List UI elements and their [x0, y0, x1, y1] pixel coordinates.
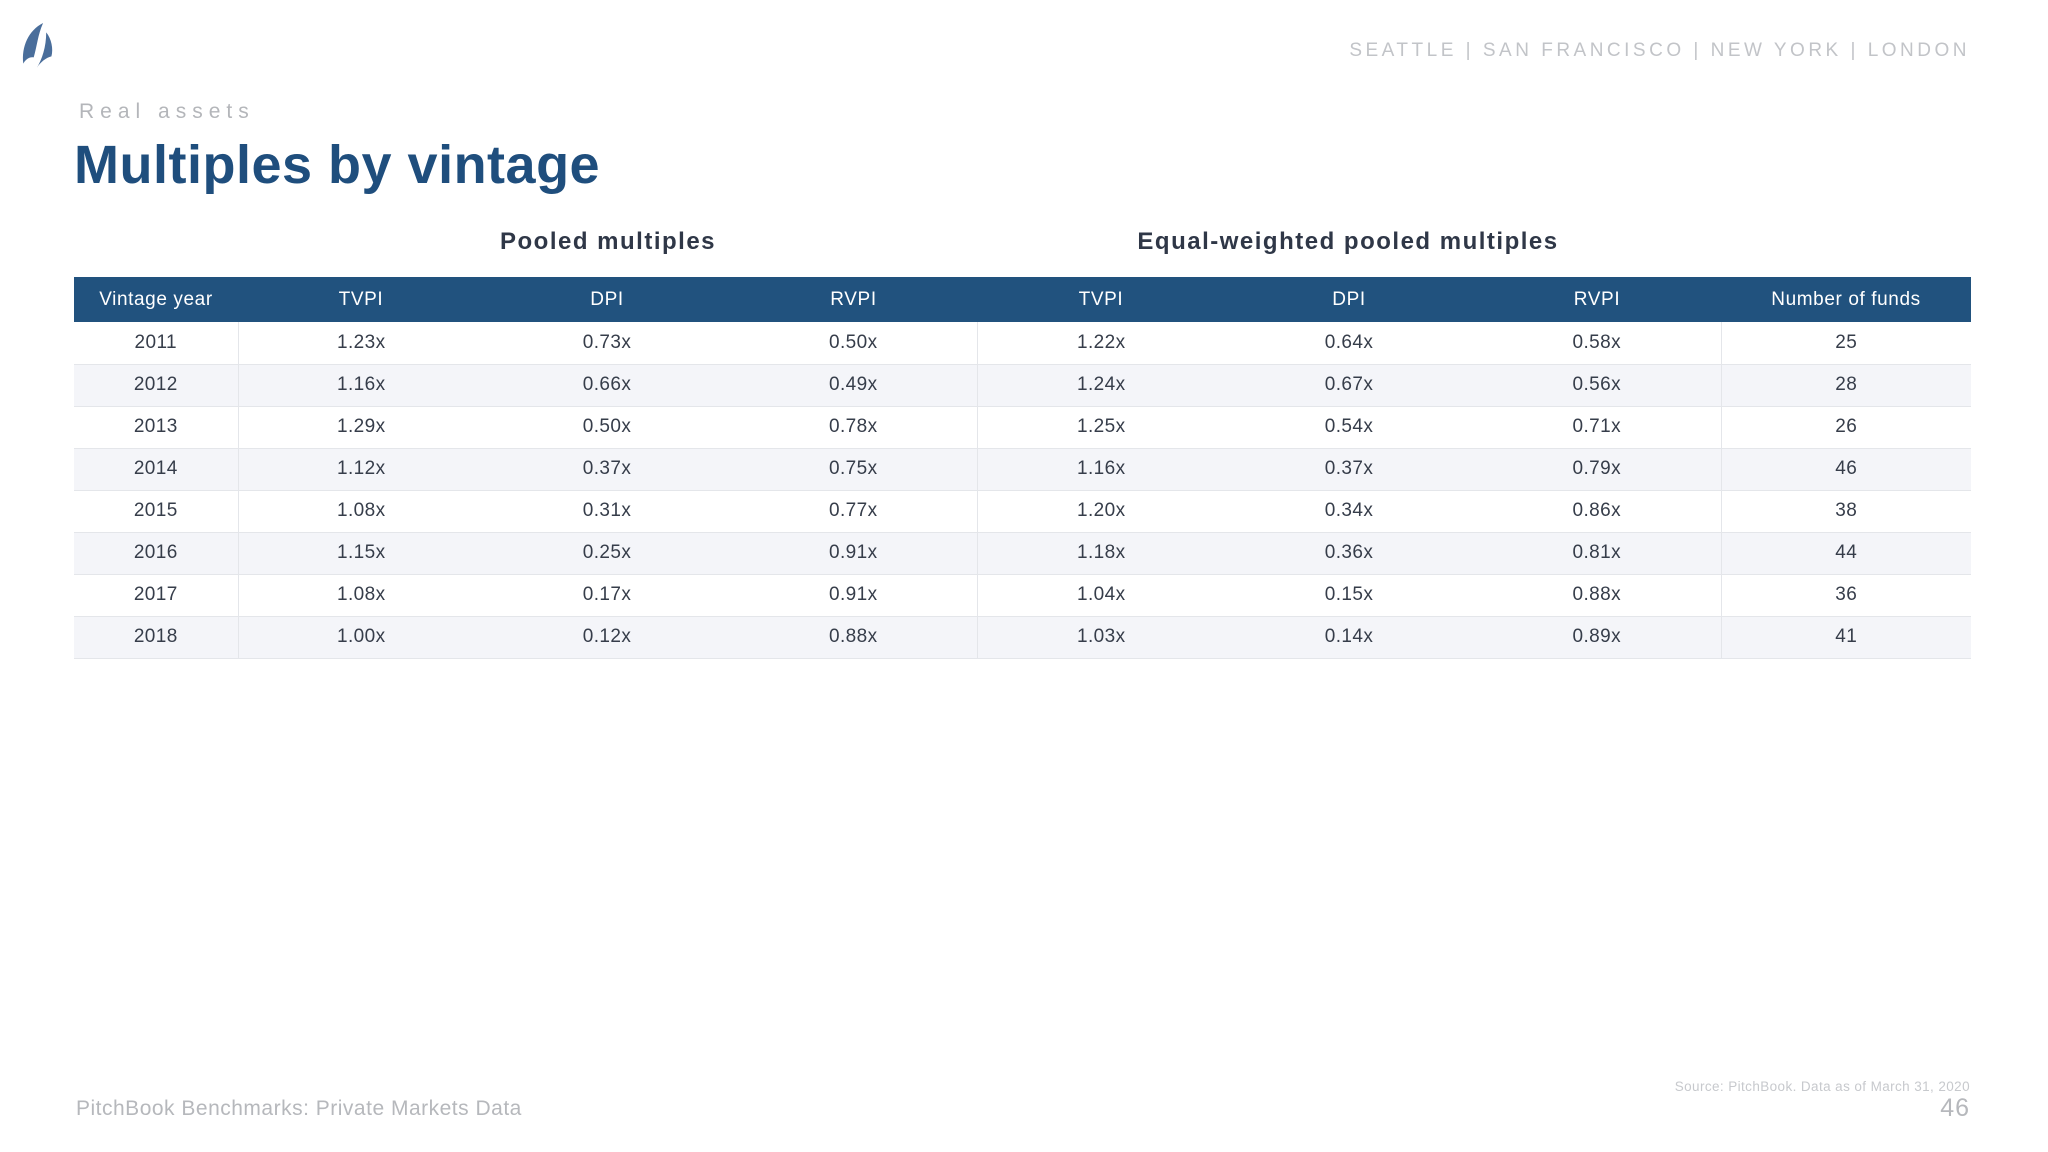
table-row: 2011 1.23x 0.73x 0.50x 1.22x 0.64x 0.58x 25 [74, 322, 1971, 364]
table-row: 2017 1.08x 0.17x 0.91x 1.04x 0.15x 0.88x 36 [74, 573, 1971, 616]
table-body: 2011 1.23x 0.73x 0.50x 1.22x 0.64x 0.58x 25 2012… [74, 322, 1971, 659]
column-header: DPI [1225, 277, 1473, 322]
value-cell: 1.24x [976, 363, 1225, 406]
vintage-year-cell: 2016 [74, 531, 238, 574]
value-cell: 1.08x [237, 573, 484, 616]
column-header: Number of funds [1721, 277, 1971, 322]
value-cell: 1.20x [976, 489, 1225, 532]
value-cell: 0.79x [1473, 447, 1721, 490]
value-cell: 1.04x [976, 573, 1225, 616]
vintage-year-cell: 2018 [74, 615, 238, 659]
value-cell: 0.71x [1473, 405, 1721, 448]
vintage-year-cell: 2017 [74, 573, 238, 616]
column-header: DPI [484, 277, 730, 322]
value-cell: 0.37x [1225, 447, 1473, 490]
value-cell: 1.12x [237, 447, 484, 490]
value-cell: 0.12x [484, 615, 730, 659]
value-cell: 0.64x [1225, 322, 1473, 364]
vintage-year-cell: 2013 [74, 405, 238, 448]
value-cell: 0.36x [1225, 531, 1473, 574]
value-cell: 1.29x [237, 405, 484, 448]
value-cell: 0.86x [1473, 489, 1721, 532]
column-header: Vintage year [74, 277, 238, 322]
multiples-table: Vintage year TVPI DPI RVPI TVPI DPI RVPI Number… [74, 277, 1971, 659]
page-number: 46 [1940, 1094, 1970, 1122]
equal-weighted-header: Equal-weighted pooled multiples [1137, 228, 1559, 255]
value-cell: 0.89x [1473, 615, 1721, 659]
value-cell: 44 [1720, 531, 1971, 574]
value-cell: 1.16x [976, 447, 1225, 490]
column-header: RVPI [730, 277, 977, 322]
value-cell: 0.54x [1225, 405, 1473, 448]
value-cell: 0.34x [1225, 489, 1473, 532]
section-eyebrow: Real assets [79, 100, 255, 123]
value-cell: 0.15x [1225, 573, 1473, 616]
pitchbook-logo-icon [22, 23, 53, 68]
page-title: Multiples by vintage [74, 135, 601, 195]
value-cell: 0.75x [730, 447, 977, 490]
table-row: 2012 1.16x 0.66x 0.49x 1.24x 0.67x 0.56x 28 [74, 363, 1971, 406]
source-note: Source: PitchBook. Data as of March 31, … [1674, 1079, 1970, 1094]
value-cell: 41 [1720, 615, 1971, 659]
value-cell: 0.31x [484, 489, 730, 532]
vintage-year-cell: 2012 [74, 363, 238, 406]
column-header: RVPI [1473, 277, 1721, 322]
office-locations: SEATTLE | SAN FRANCISCO | NEW YORK | LON… [1349, 40, 1970, 61]
value-cell: 0.17x [484, 573, 730, 616]
value-cell: 0.88x [730, 615, 977, 659]
vintage-year-cell: 2011 [74, 322, 238, 364]
table-row: 2013 1.29x 0.50x 0.78x 1.25x 0.54x 0.71x 26 [74, 405, 1971, 448]
table-row: 2018 1.00x 0.12x 0.88x 1.03x 0.14x 0.89x 41 [74, 615, 1971, 659]
value-cell: 28 [1720, 363, 1971, 406]
pooled-multiples-header: Pooled multiples [499, 228, 717, 255]
value-cell: 0.66x [484, 363, 730, 406]
value-cell: 0.14x [1225, 615, 1473, 659]
value-cell: 0.50x [730, 322, 977, 364]
value-cell: 0.56x [1473, 363, 1721, 406]
value-cell: 0.77x [730, 489, 977, 532]
value-cell: 0.91x [730, 573, 977, 616]
value-cell: 1.03x [976, 615, 1225, 659]
value-cell: 0.91x [730, 531, 977, 574]
vintage-year-cell: 2015 [74, 489, 238, 532]
value-cell: 1.22x [976, 322, 1225, 364]
table-row: 2016 1.15x 0.25x 0.91x 1.18x 0.36x 0.81x 44 [74, 531, 1971, 574]
value-cell: 0.58x [1473, 322, 1721, 364]
value-cell: 0.81x [1473, 531, 1721, 574]
value-cell: 25 [1720, 322, 1971, 364]
value-cell: 0.25x [484, 531, 730, 574]
value-cell: 38 [1720, 489, 1971, 532]
value-cell: 0.73x [484, 322, 730, 364]
report-title-footer: PitchBook Benchmarks: Private Markets Da… [76, 1097, 522, 1120]
value-cell: 1.15x [237, 531, 484, 574]
value-cell: 0.49x [730, 363, 977, 406]
table-group-headers: Pooled multiples Equal-weighted pooled m… [74, 228, 1971, 262]
value-cell: 1.23x [237, 322, 484, 364]
column-header: TVPI [977, 277, 1225, 322]
value-cell: 1.08x [237, 489, 484, 532]
table-header-row: Vintage year TVPI DPI RVPI TVPI DPI RVPI Number… [74, 277, 1971, 322]
value-cell: 1.00x [237, 615, 484, 659]
value-cell: 0.37x [484, 447, 730, 490]
value-cell: 1.16x [237, 363, 484, 406]
value-cell: 0.88x [1473, 573, 1721, 616]
value-cell: 1.25x [976, 405, 1225, 448]
value-cell: 36 [1720, 573, 1971, 616]
value-cell: 1.18x [976, 531, 1225, 574]
value-cell: 46 [1720, 447, 1971, 490]
value-cell: 26 [1720, 405, 1971, 448]
value-cell: 0.67x [1225, 363, 1473, 406]
table-row: 2014 1.12x 0.37x 0.75x 1.16x 0.37x 0.79x 46 [74, 447, 1971, 490]
value-cell: 0.78x [730, 405, 977, 448]
column-header: TVPI [238, 277, 484, 322]
vintage-year-cell: 2014 [74, 447, 238, 490]
table-row: 2015 1.08x 0.31x 0.77x 1.20x 0.34x 0.86x 38 [74, 489, 1971, 532]
value-cell: 0.50x [484, 405, 730, 448]
